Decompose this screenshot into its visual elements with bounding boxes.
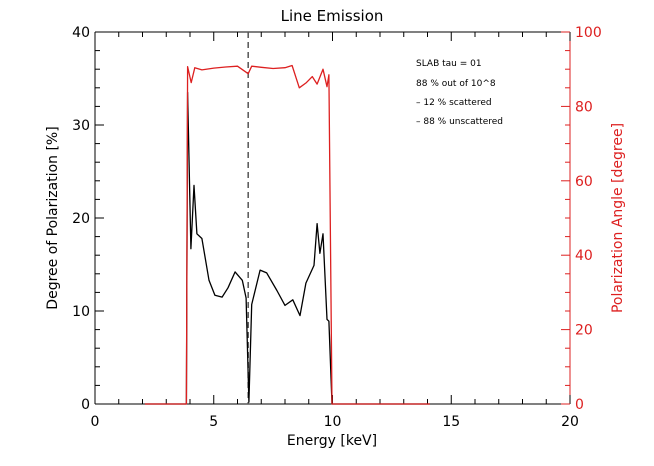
plot-frame <box>94 31 571 405</box>
y-axis-label-right: Polarization Angle [degree] <box>610 123 626 313</box>
series-polarization-angle <box>144 64 430 405</box>
y-tick-label-right: 100 <box>575 25 602 41</box>
x-tick-label: 20 <box>561 414 579 430</box>
x-tick-label: 10 <box>324 414 342 430</box>
y-tick-label-right: 60 <box>575 174 593 190</box>
annotation-2: 88 % out of 10^8 <box>416 79 496 89</box>
legend-annotations: SLAB tau = 01 88 % out of 10^8 – 12 % sc… <box>416 59 503 127</box>
x-tick-label: 0 <box>91 414 100 430</box>
y-tick-label-left: 10 <box>72 304 90 320</box>
x-tick-label: 15 <box>442 414 460 430</box>
y-tick-label-left: 20 <box>72 211 90 227</box>
series-group <box>144 32 430 405</box>
x-tick-label: 5 <box>209 414 218 430</box>
annotation-4: – 88 % unscattered <box>416 117 503 127</box>
y-tick-label-right: 80 <box>575 99 593 115</box>
series-degree-of-polarization <box>144 91 430 405</box>
y-tick-label-left: 30 <box>72 118 90 134</box>
chart-title: Line Emission <box>281 7 384 25</box>
y-tick-label-right: 0 <box>575 397 584 413</box>
y-tick-label-right: 40 <box>575 248 593 264</box>
annotation-3: – 12 % scattered <box>416 98 492 108</box>
y-axis-label-left: Degree of Polarization [%] <box>45 126 61 309</box>
y-tick-label-left: 40 <box>72 25 90 41</box>
x-axis-label: Energy [keV] <box>287 433 377 449</box>
y-tick-label-right: 20 <box>575 323 593 339</box>
annotation-1: SLAB tau = 01 <box>416 59 482 69</box>
y-tick-label-left: 0 <box>81 397 90 413</box>
